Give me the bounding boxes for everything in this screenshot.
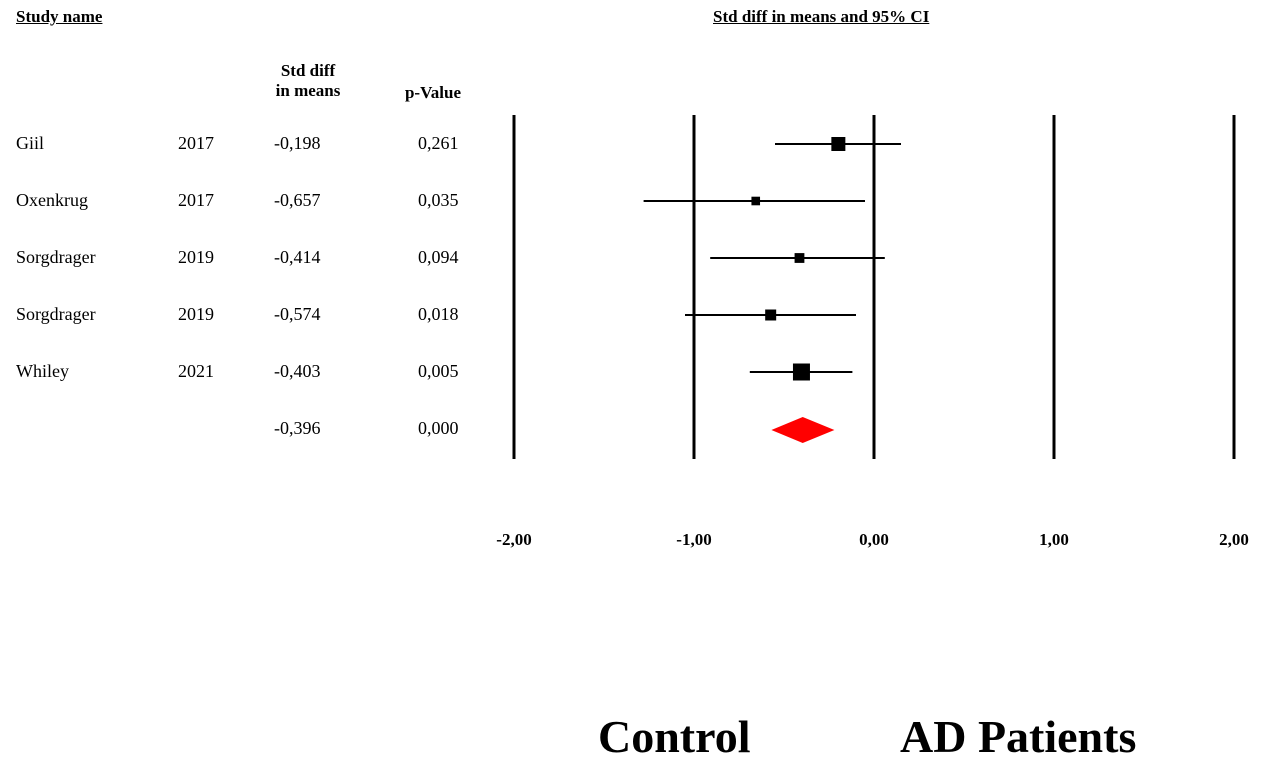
pvalue-column-header: p-Value xyxy=(404,83,462,102)
study-name: Sorgdrager xyxy=(16,304,96,324)
study-pvalue: 0,005 xyxy=(418,361,459,381)
study-pvalue: 0,094 xyxy=(418,247,459,267)
summary-pvalue: 0,000 xyxy=(418,418,459,438)
effect-marker xyxy=(794,253,805,263)
study-effect: -0,403 xyxy=(274,361,321,381)
x-tick-label: 2,00 xyxy=(1219,530,1249,549)
x-tick-label: -2,00 xyxy=(496,530,531,549)
effect-marker xyxy=(751,196,761,206)
study-name: Giil xyxy=(16,133,45,153)
study-year: 2017 xyxy=(178,190,214,210)
effect-column-header: Std diff in means xyxy=(248,61,368,101)
study-pvalue: 0,035 xyxy=(418,190,459,210)
summary-effect: -0,396 xyxy=(274,418,321,438)
favours-right-label: AD Patients xyxy=(900,711,1137,762)
forest-plot: -2,00 -1,00 0,00 1,00 2,00 xyxy=(496,115,1249,549)
effect-header-line1: Std diff xyxy=(280,61,336,80)
effect-marker xyxy=(765,309,777,321)
effect-marker xyxy=(831,137,846,151)
x-tick-label: -1,00 xyxy=(676,530,711,549)
study-name: Whiley xyxy=(16,361,69,381)
x-tick-label: 0,00 xyxy=(859,530,889,549)
study-effect: -0,574 xyxy=(274,304,321,324)
effect-header-line2: in means xyxy=(275,81,341,100)
study-pvalue: 0,018 xyxy=(418,304,459,324)
study-effect: -0,198 xyxy=(274,133,321,153)
study-name: Oxenkrug xyxy=(16,190,88,210)
study-effect: -0,414 xyxy=(274,247,321,267)
effect-marker xyxy=(792,363,810,381)
study-year: 2017 xyxy=(178,133,214,153)
study-year: 2019 xyxy=(178,304,214,324)
favours-left-label: Control xyxy=(598,711,751,762)
study-pvalue: 0,261 xyxy=(418,133,459,153)
plot-title: Std diff in means and 95% CI xyxy=(713,7,930,26)
study-name-header: Study name xyxy=(16,7,103,26)
study-effect: -0,657 xyxy=(274,190,321,210)
study-year: 2019 xyxy=(178,247,214,267)
study-name: Sorgdrager xyxy=(16,247,96,267)
summary-diamond xyxy=(771,417,835,443)
x-tick-label: 1,00 xyxy=(1039,530,1069,549)
study-year: 2021 xyxy=(178,361,214,381)
